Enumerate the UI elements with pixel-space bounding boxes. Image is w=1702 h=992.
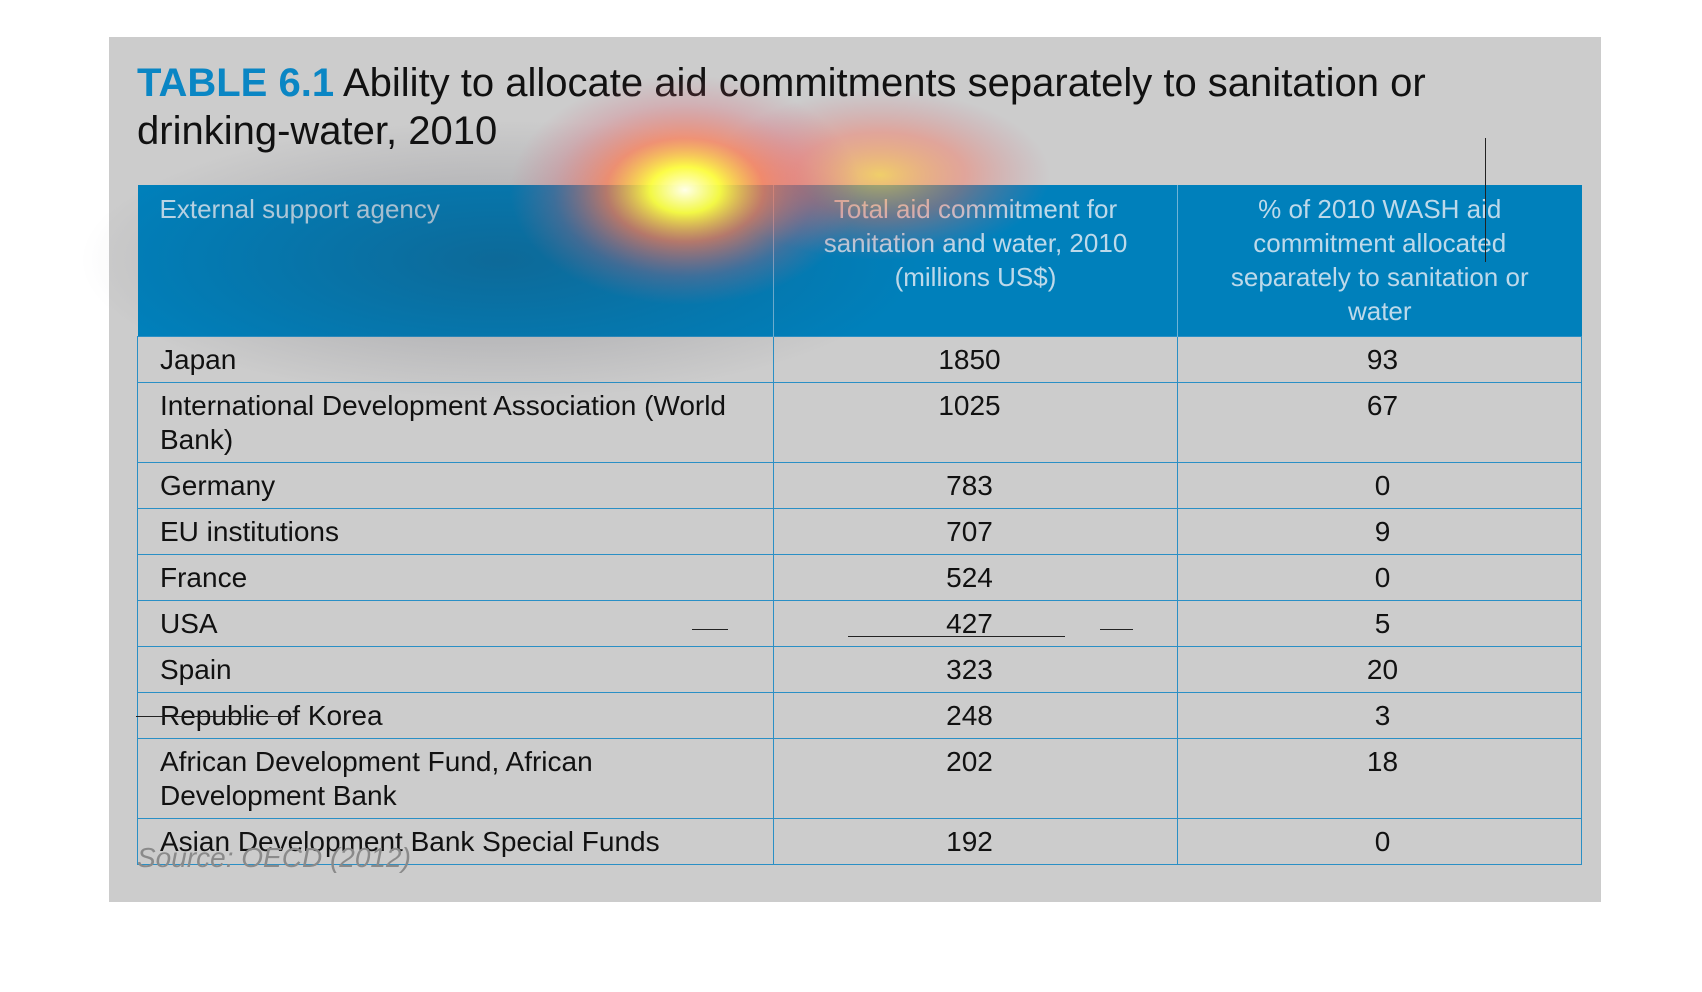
- annotation-line: [1485, 138, 1486, 262]
- cell-total: 524: [773, 554, 1178, 601]
- cell-agency: International Development Association (W…: [137, 382, 774, 463]
- cell-percent: 0: [1177, 462, 1582, 509]
- cell-percent: 9: [1177, 508, 1582, 555]
- column-header-percent: % of 2010 WASH aid commitment allocated …: [1177, 185, 1582, 337]
- table-row: EU institutions 707 9: [137, 508, 1582, 555]
- table-row: Asian Development Bank Special Funds 192 0: [137, 818, 1582, 865]
- aid-commitments-table: External support agency Total aid commit…: [137, 185, 1582, 865]
- table-title: TABLE 6.1 Ability to allocate aid commit…: [137, 59, 1582, 155]
- cell-total: 323: [773, 646, 1178, 693]
- cell-percent: 93: [1177, 336, 1582, 383]
- cell-percent: 0: [1177, 554, 1582, 601]
- cell-total: 707: [773, 508, 1178, 555]
- cell-percent: 20: [1177, 646, 1582, 693]
- cell-total: 1850: [773, 336, 1178, 383]
- annotation-line: [692, 629, 728, 630]
- table-row: Spain 323 20: [137, 646, 1582, 693]
- cell-total: 1025: [773, 382, 1178, 463]
- table-panel: TABLE 6.1 Ability to allocate aid commit…: [109, 37, 1601, 902]
- column-header-total: Total aid commitment for sanitation and …: [773, 185, 1178, 337]
- cell-percent: 5: [1177, 600, 1582, 647]
- cell-percent: 67: [1177, 382, 1582, 463]
- cell-agency: Asian Development Bank Special Funds: [137, 818, 774, 865]
- cell-agency: Japan: [137, 336, 774, 383]
- table-row: International Development Association (W…: [137, 382, 1582, 463]
- cell-total: 783: [773, 462, 1178, 509]
- cell-total: 427: [773, 600, 1178, 647]
- table-row: Japan 1850 93: [137, 336, 1582, 383]
- cell-total: 192: [773, 818, 1178, 865]
- annotation-line: [136, 716, 296, 717]
- annotation-line: [1100, 629, 1133, 630]
- cell-agency: Germany: [137, 462, 774, 509]
- source-note: Source: OECD (2012): [137, 842, 411, 873]
- cell-agency: African Development Fund, African Develo…: [137, 738, 774, 819]
- table-row: USA 427 5: [137, 600, 1582, 647]
- header-row: External support agency Total aid commit…: [137, 185, 1582, 337]
- cell-total: 248: [773, 692, 1178, 739]
- cell-percent: 3: [1177, 692, 1582, 739]
- table-number: TABLE 6.1: [137, 61, 335, 105]
- column-header-agency: External support agency: [137, 185, 774, 337]
- cell-percent: 18: [1177, 738, 1582, 819]
- cell-agency: EU institutions: [137, 508, 774, 555]
- table-row: France 524 0: [137, 554, 1582, 601]
- table-row: African Development Fund, African Develo…: [137, 738, 1582, 819]
- annotation-line: [848, 636, 1065, 637]
- cell-agency: Republic of Korea: [137, 692, 774, 739]
- cell-agency: Spain: [137, 646, 774, 693]
- table-row: Republic of Korea 248 3: [137, 692, 1582, 739]
- cell-agency: France: [137, 554, 774, 601]
- table-row: Germany 783 0: [137, 462, 1582, 509]
- cell-agency: USA: [137, 600, 774, 647]
- cell-total: 202: [773, 738, 1178, 819]
- cell-percent: 0: [1177, 818, 1582, 865]
